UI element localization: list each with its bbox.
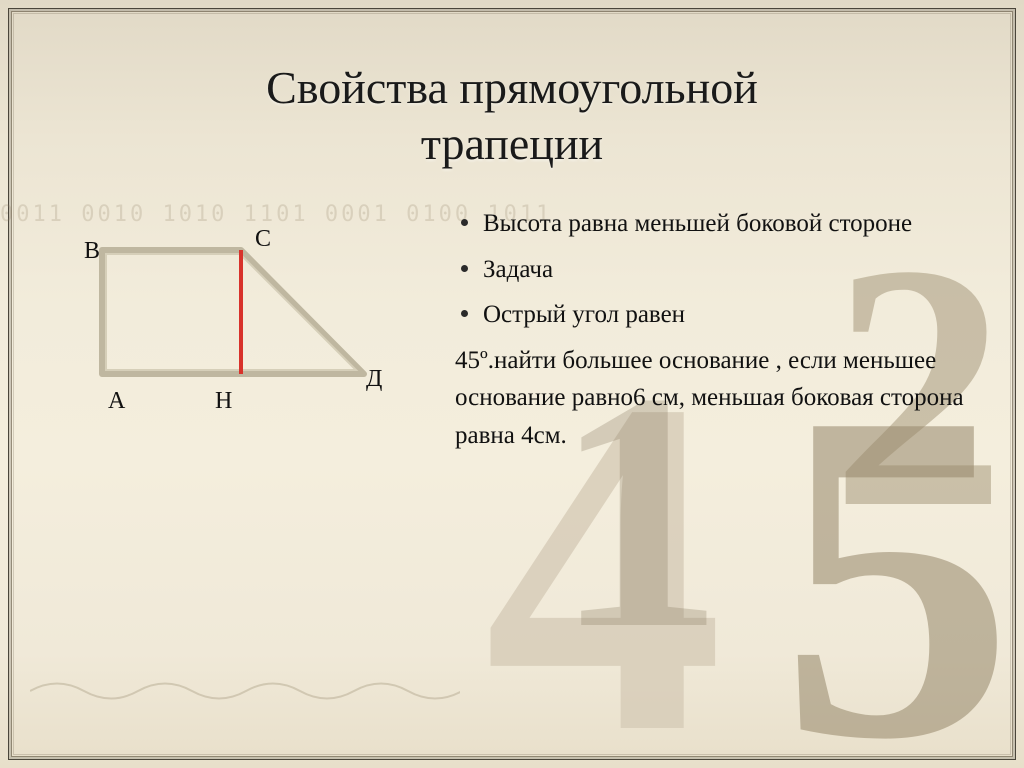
trapezoid-outline-inner bbox=[106, 254, 356, 370]
title-line-1: Свойства прямоугольной bbox=[266, 62, 758, 113]
vertex-label-D: Д bbox=[366, 366, 382, 393]
vertex-label-H: Н bbox=[215, 388, 232, 415]
slide-title: Свойства прямоугольной трапеции bbox=[0, 60, 1024, 172]
slide-body: Высота равна меньшей боковой стороне Зад… bbox=[455, 205, 974, 454]
title-line-2: трапеции bbox=[421, 118, 603, 169]
decorative-wave bbox=[30, 676, 460, 706]
vertex-label-A: А bbox=[108, 388, 125, 415]
trapezoid-outline bbox=[102, 250, 364, 374]
vertex-label-B: В bbox=[84, 238, 100, 265]
bullet-problem-label: Задача bbox=[455, 251, 974, 289]
vertex-label-C: С bbox=[255, 226, 271, 253]
bullet-angle-statement: Острый угол равен bbox=[455, 296, 974, 334]
problem-text: 45º.найти большее основание , если меньш… bbox=[455, 342, 974, 455]
bullet-height-property: Высота равна меньшей боковой стороне bbox=[455, 205, 974, 243]
trapezoid-diagram: В С А Н Д bbox=[64, 232, 404, 452]
